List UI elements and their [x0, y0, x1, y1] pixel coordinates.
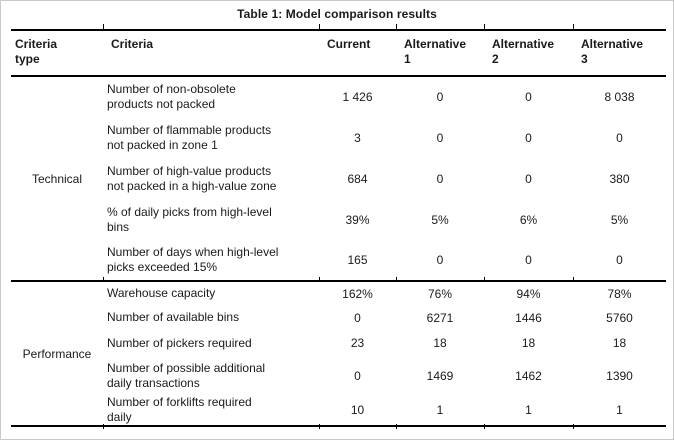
value-cell: 0 — [525, 253, 532, 267]
column-tick — [103, 277, 104, 282]
value-cell: 0 — [436, 90, 444, 104]
table-row: % of daily picks from high-level bins 39… — [11, 199, 666, 240]
value-cell: 23 — [350, 336, 365, 350]
value-cell: 0 — [616, 253, 623, 267]
value-cell: 0 — [354, 310, 361, 325]
value-cell: 0 — [525, 130, 532, 145]
value-cell: 5% — [610, 212, 629, 227]
criteria-cell: Number of days when high-level picks exc… — [107, 245, 279, 274]
value-cell: 1462 — [515, 368, 542, 383]
value-cell: 0 — [525, 90, 532, 104]
value-cell: 0 — [616, 130, 623, 145]
column-tick — [396, 24, 397, 29]
value-cell: 18 — [433, 336, 447, 350]
value-cell: 1 — [616, 403, 623, 417]
column-header-alternative-1: Alternative 1 — [396, 30, 484, 77]
column-tick — [319, 24, 320, 29]
value-cell: 18 — [521, 336, 536, 350]
value-cell: 1 — [525, 403, 532, 417]
table-row: Number of forklifts required daily 10 1 … — [11, 395, 666, 426]
table-row: Number of flammable products not packed … — [11, 117, 666, 158]
column-tick — [319, 277, 320, 282]
table-row: Performance Warehouse capacity 162% 76% … — [11, 280, 666, 426]
value-cell: 8 038 — [604, 90, 635, 104]
criteria-cell: Warehouse capacity — [103, 280, 319, 305]
column-tick — [103, 424, 104, 429]
column-header-alternative-3: Alternative 3 — [573, 30, 666, 77]
value-cell: 0 — [436, 253, 444, 267]
table-header-row: Criteria type Criteria Current Alternati… — [11, 30, 666, 77]
value-cell: 94% — [484, 280, 573, 305]
value-cell: 0 — [436, 171, 444, 186]
column-tick — [484, 24, 485, 29]
value-cell: 39% — [345, 212, 370, 227]
column-tick — [573, 424, 574, 429]
value-cell: 1446 — [515, 310, 542, 325]
value-cell: 78% — [573, 280, 666, 305]
value-cell: 380 — [609, 171, 630, 186]
table-caption: Table 1: Model comparison results — [237, 7, 437, 21]
value-cell: 6% — [519, 212, 538, 227]
column-tick — [484, 424, 485, 429]
column-tick — [396, 424, 397, 429]
value-cell: 18 — [612, 336, 627, 350]
column-tick — [484, 277, 485, 282]
value-cell: 1 — [436, 403, 444, 417]
criteria-cell: Number of available bins — [107, 310, 240, 324]
table-row: Number of days when high-level picks exc… — [11, 240, 666, 281]
value-cell: 6271 — [426, 310, 454, 325]
value-cell: 0 — [354, 368, 361, 383]
value-cell: 3 — [354, 130, 361, 145]
criteria-cell: Number of flammable products not packed … — [107, 122, 272, 152]
value-cell: 684 — [347, 171, 368, 186]
value-cell: 1390 — [606, 368, 633, 383]
column-tick — [573, 277, 574, 282]
criteria-cell: Number of non-obsolete products not pack… — [107, 82, 236, 111]
criteria-cell: Number of pickers required — [107, 335, 252, 350]
technical-group: Technical Number of non-obsolete product… — [11, 76, 666, 281]
column-header-criteria-type: Criteria type — [11, 30, 103, 77]
criteria-cell: % of daily picks from high-level bins — [107, 204, 272, 234]
value-cell: 10 — [350, 403, 365, 417]
column-header-alternative-2: Alternative 2 — [484, 30, 573, 77]
criteria-cell: Number of forklifts required daily — [107, 395, 252, 424]
column-tick — [103, 24, 104, 29]
value-cell: 165 — [347, 253, 368, 267]
comparison-table: Criteria type Criteria Current Alternati… — [11, 29, 666, 427]
column-tick — [319, 424, 320, 429]
value-cell: 0 — [525, 171, 532, 186]
group-label-performance: Performance — [11, 280, 103, 426]
criteria-cell: Number of possible additional daily tran… — [107, 360, 266, 390]
value-cell: 1469 — [426, 368, 454, 383]
table-row: Number of available bins 0 6271 1446 576… — [11, 305, 666, 330]
criteria-cell: Number of high-value products not packed… — [107, 163, 277, 193]
value-cell: 5760 — [606, 310, 633, 325]
value-cell: 162% — [319, 280, 396, 305]
value-cell: 76% — [396, 280, 484, 305]
value-cell: 0 — [436, 130, 444, 145]
table-row: Number of high-value products not packed… — [11, 158, 666, 199]
table-row: Number of possible additional daily tran… — [11, 356, 666, 395]
group-label-technical: Technical — [31, 171, 83, 186]
performance-group: Performance Warehouse capacity 162% 76% … — [11, 280, 666, 426]
table-row: Technical Number of non-obsolete product… — [11, 76, 666, 186]
table-row: Number of pickers required 23 18 18 18 — [11, 330, 666, 356]
column-tick — [573, 24, 574, 29]
column-header-criteria: Criteria — [103, 30, 319, 77]
column-header-current: Current — [319, 30, 396, 77]
column-tick — [396, 277, 397, 282]
value-cell: 5% — [431, 212, 449, 227]
value-cell: 1 426 — [342, 90, 373, 104]
